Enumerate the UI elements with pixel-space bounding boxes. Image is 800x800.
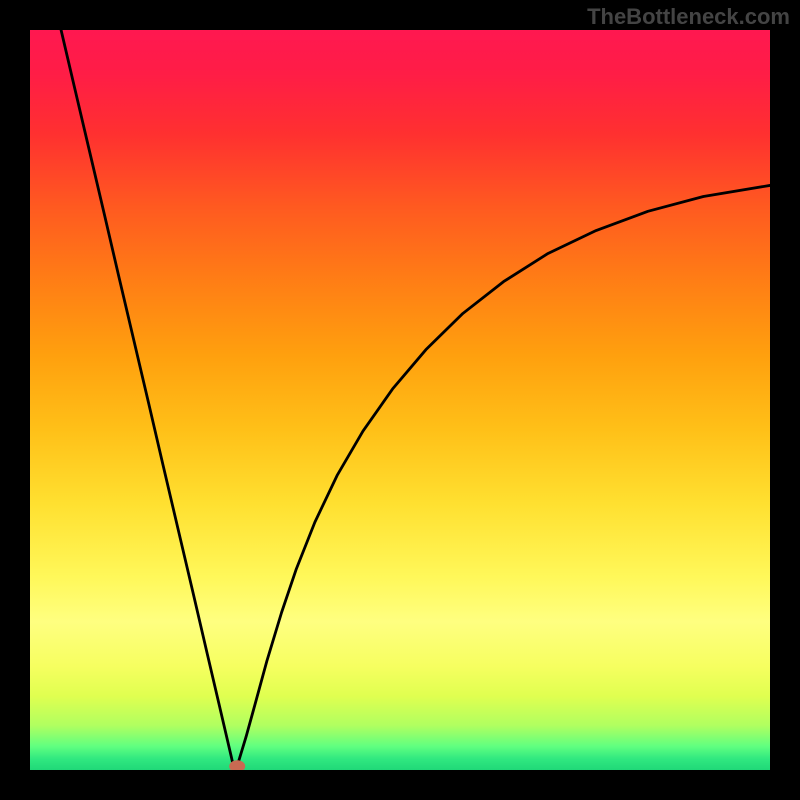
watermark-text: TheBottleneck.com xyxy=(587,4,790,30)
plot-area xyxy=(30,30,770,770)
chart-container: TheBottleneck.com xyxy=(0,0,800,800)
plot-background xyxy=(30,30,770,770)
chart-svg xyxy=(30,30,770,770)
